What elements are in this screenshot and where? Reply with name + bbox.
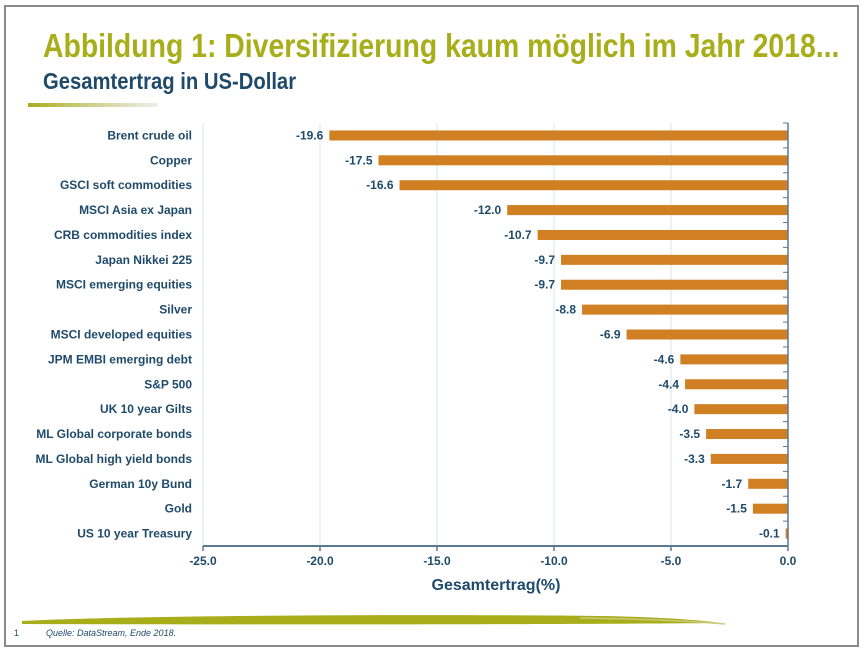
bar — [329, 130, 788, 141]
x-tick-label: -5.0 — [661, 554, 682, 568]
value-label: -4.6 — [654, 352, 675, 366]
value-label: -19.6 — [296, 128, 324, 142]
value-label: -17.5 — [345, 153, 373, 167]
bar — [752, 503, 788, 514]
bar — [537, 229, 788, 240]
bar — [582, 304, 788, 315]
bar — [680, 354, 788, 365]
value-label: -3.3 — [684, 452, 705, 466]
x-axis-title: Gesamtertrag(%) — [432, 577, 561, 594]
page-number: 1 — [14, 628, 20, 638]
x-tick-label: -15.0 — [423, 554, 451, 568]
bar — [785, 528, 788, 539]
bars — [329, 130, 788, 539]
category-label: MSCI emerging equities — [56, 278, 192, 292]
value-label: -12.0 — [474, 203, 502, 217]
category-label: UK 10 year Gilts — [100, 402, 192, 416]
value-label: -16.6 — [366, 178, 394, 192]
category-label: S&P 500 — [144, 377, 192, 391]
value-label: -9.7 — [534, 278, 555, 292]
value-label: -6.9 — [600, 328, 621, 342]
bar — [694, 404, 788, 415]
category-label: Brent crude oil — [107, 128, 192, 142]
x-tick-label: -10.0 — [540, 554, 568, 568]
value-label: -10.7 — [504, 228, 532, 242]
value-label: -9.7 — [534, 253, 555, 267]
axes — [202, 122, 789, 551]
bar — [685, 379, 788, 390]
category-label: Gold — [165, 502, 192, 516]
value-label: -3.5 — [679, 427, 700, 441]
bar — [561, 279, 788, 290]
bar — [399, 180, 788, 191]
value-label: -0.1 — [759, 527, 780, 541]
bar — [748, 478, 788, 489]
bar — [710, 453, 788, 464]
value-label: -1.5 — [726, 502, 747, 516]
value-label: -8.8 — [555, 303, 576, 317]
bar — [378, 155, 788, 166]
bar — [507, 205, 788, 216]
category-label: German 10y Bund — [89, 477, 192, 491]
value-label: -1.7 — [722, 477, 743, 491]
x-tick-label: -25.0 — [189, 554, 217, 568]
category-label: ML Global high yield bonds — [36, 452, 193, 466]
x-tick-label: 0.0 — [780, 554, 797, 568]
category-label: MSCI Asia ex Japan — [79, 203, 192, 217]
category-label: JPM EMBI emerging debt — [48, 352, 192, 366]
category-label: US 10 year Treasury — [77, 527, 192, 541]
value-label: -4.0 — [668, 402, 689, 416]
source-note: Quelle: DataStream, Ende 2018. — [46, 628, 177, 638]
title-underline — [28, 103, 158, 107]
decorative-brush-stroke — [22, 615, 726, 625]
slide-title: Abbildung 1: Diversifizierung kaum mögli… — [43, 27, 840, 64]
bar — [561, 254, 788, 265]
category-label: Copper — [150, 153, 192, 167]
category-label: Japan Nikkei 225 — [95, 253, 192, 267]
x-tick-label: -20.0 — [306, 554, 334, 568]
category-label: MSCI developed equities — [51, 328, 193, 342]
slide-frame — [4, 5, 859, 647]
category-label: GSCI soft commodities — [60, 178, 192, 192]
slide-subtitle: Gesamtertrag in US-Dollar — [43, 68, 297, 94]
category-label: ML Global corporate bonds — [36, 427, 192, 441]
category-label: Silver — [159, 303, 192, 317]
labels: -25.0 -20.0 -15.0 -10.0 -5.0 0.0 -19.6 Brent cr… — [36, 128, 797, 568]
bar — [626, 329, 788, 340]
value-label: -4.4 — [658, 377, 679, 391]
category-label: CRB commodities index — [54, 228, 192, 242]
bar — [706, 429, 788, 440]
